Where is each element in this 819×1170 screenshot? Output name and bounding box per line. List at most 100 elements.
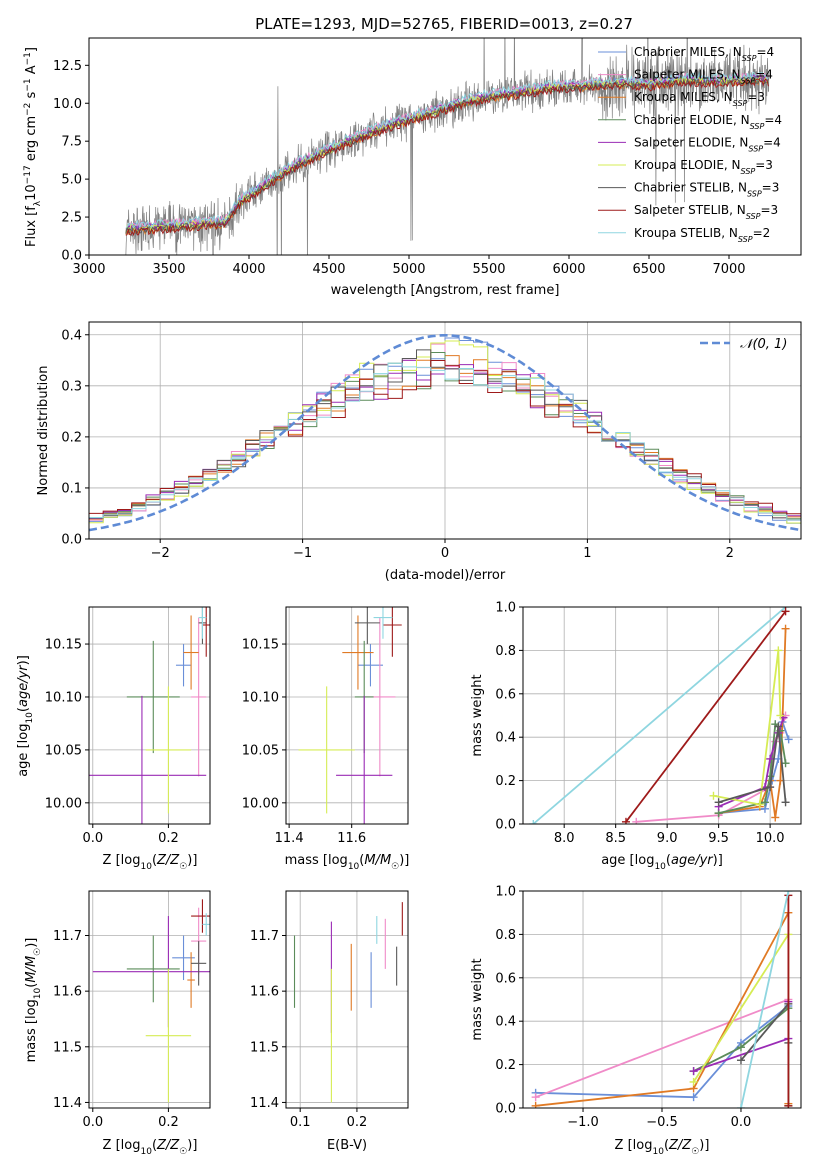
weight-line [532,607,787,824]
error-bar [126,640,180,754]
plot-area-spectrum [125,38,770,255]
error-bar [191,899,210,933]
x-tick-label: 0.2 [347,1115,368,1130]
x-tick-label: −0.5 [646,1115,678,1130]
y-tick-label: 10.05 [242,743,279,758]
legend-label: Kroupa ELODIE, NSSP=3 [634,158,773,176]
x-tick-label: 5500 [472,262,505,277]
residual-histogram [89,362,801,525]
figure-title: PLATE=1293, MJD=52765, FIBERID=0013, z=0… [255,15,633,33]
y-tick-label: 11.5 [53,1040,82,1055]
weight-marker [766,783,775,792]
y-tick-label: 1.0 [495,601,516,616]
y-tick-label: 11.6 [53,985,82,1000]
weight-marker [781,759,790,768]
weight-line [740,1001,790,1061]
y-tick-label: 11.4 [250,1096,279,1111]
y-tick-label: 0.2 [61,430,82,445]
x-tick-label: 0.1 [290,1115,311,1130]
x-axis-label: E(B-V) [327,1138,367,1153]
y-tick-label: 10.00 [45,796,82,811]
y-tick-label: 11.6 [250,985,279,1000]
x-axis-label: (data-model)/error [385,568,506,583]
error-bar [175,644,192,687]
y-tick-label: 7.5 [61,135,82,150]
axes-age_vs_Z: 0.0 0.2 10.00 10.05 10.10 10.15 [45,606,211,846]
y-axis-label: mass weight [470,674,485,756]
error-bar [202,913,210,936]
x-tick-label: 8.5 [605,831,626,846]
x-tick-label: 4000 [232,262,265,277]
error-bar [382,607,402,657]
weight-marker [771,813,780,822]
weight-marker [632,817,641,824]
x-tick-label: 2 [726,546,734,561]
x-tick-label: −1.0 [567,1115,599,1130]
y-tick-label: 5.0 [61,173,82,188]
x-tick-label: 0.2 [158,831,179,846]
legend-label: Salpeter STELIB, NSSP=3 [634,203,778,221]
y-tick-label: 11.4 [53,1096,82,1111]
error-bar [191,941,207,986]
weight-marker [736,1056,745,1065]
y-tick-label: 11.7 [250,929,279,944]
axes-residuals: −2 −1 0 1 2 0.0 0.1 0.2 0.3 0.4 [61,321,802,561]
legend-label: 𝒩(0, 1) [740,337,787,352]
y-tick-label: 0.8 [495,928,516,943]
x-axis-label: wavelength [Angstrom, rest frame] [331,283,560,298]
x-tick-label: 9.5 [708,831,729,846]
x-tick-label: 4500 [312,262,345,277]
axes-frame [88,890,211,1109]
y-tick-label: 11.5 [250,1040,279,1055]
x-tick-label: 8.0 [554,831,575,846]
x-tick-label: 3500 [152,262,185,277]
legend-label: Chabrier ELODIE, NSSP=4 [634,113,782,131]
axes-frame [522,606,802,825]
y-axis-label: Flux [fλ10−17 erg cm−2 s−1 A−1] [23,47,43,247]
legend-label: Kroupa STELIB, NSSP=2 [634,226,770,244]
y-tick-label: 10.10 [45,690,82,705]
weight-marker [766,754,775,763]
y-tick-label: 0.6 [495,971,516,986]
y-tick-label: 0.8 [495,644,516,659]
x-tick-label: 11.4 [275,831,304,846]
error-bar [183,615,199,690]
axes-mass_vs_Z: 0.0 0.2 11.4 11.5 11.6 11.7 [53,890,211,1130]
error-bar [342,615,374,690]
x-tick-label: −2 [151,546,170,561]
axes-frame [88,606,211,825]
weight-line [692,933,790,1083]
weight-marker [736,1104,745,1108]
weight-marker [781,798,790,807]
error-bar [89,695,207,824]
error-bar [198,607,207,639]
y-tick-label: 0.0 [495,818,516,833]
axes-mass_vs_ebv: 0.1 0.2 11.4 11.5 11.6 11.7 [250,890,409,1130]
axes-spectrum: 3000 3500 4000 4500 5000 5500 6000 6500 7000 0.0 2… [53,37,802,277]
y-axis-label: mass weight [470,958,485,1040]
weight-marker [781,624,790,633]
x-axis-label: Z [log10(Z/Z☉)] [103,853,198,872]
weight-marker [689,1077,698,1086]
residual-histogram [89,340,801,527]
error-bar [298,686,355,814]
legend-label: Chabrier MILES, NSSP=4 [634,45,774,63]
y-tick-label: 0.3 [61,379,82,394]
x-tick-label: 9.0 [657,831,678,846]
y-tick-label: 0.0 [495,1102,516,1117]
weight-marker [531,1093,540,1102]
x-axis-label: age [log10(age/yr)] [601,853,723,872]
weight-line [718,721,790,814]
weight-marker [531,1101,540,1108]
weight-line [713,650,782,806]
y-tick-label: 2.5 [61,211,82,226]
weight-line [625,610,787,823]
x-tick-label: 11.6 [337,831,366,846]
weight-line [535,998,789,1099]
legend: 𝒩(0, 1) [700,337,787,352]
legend-label: Salpeter MILES, NSSP=4 [634,68,773,86]
x-tick-label: 0.0 [82,831,103,846]
model-spectrum [125,71,769,229]
error-bar [145,968,192,1103]
